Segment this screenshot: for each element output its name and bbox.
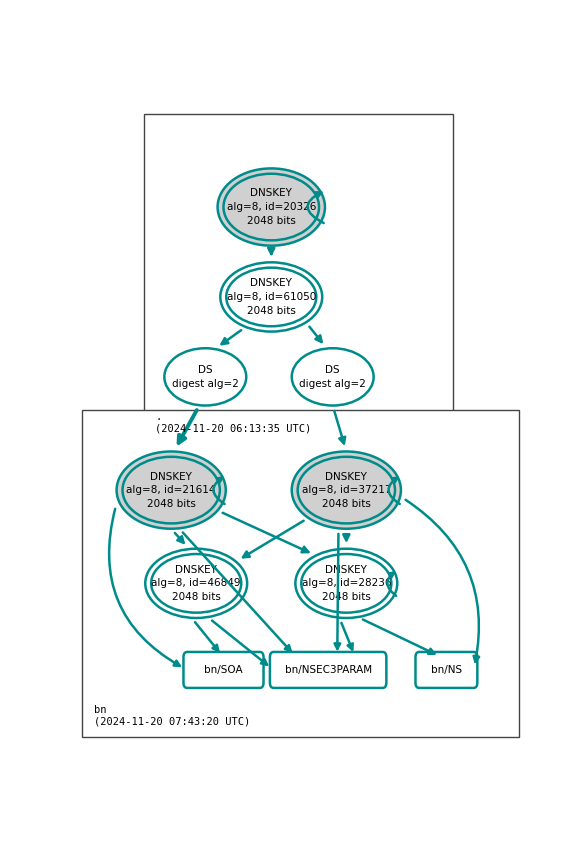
Ellipse shape [117, 452, 226, 529]
Ellipse shape [292, 452, 401, 529]
Text: DNSKEY
alg=8, id=61050
2048 bits: DNSKEY alg=8, id=61050 2048 bits [227, 279, 316, 316]
Text: bn/SOA: bn/SOA [204, 665, 243, 675]
Ellipse shape [164, 349, 247, 406]
FancyBboxPatch shape [144, 114, 453, 444]
Text: bn/NS: bn/NS [431, 665, 462, 675]
FancyBboxPatch shape [270, 652, 386, 688]
FancyBboxPatch shape [416, 652, 477, 688]
FancyBboxPatch shape [82, 410, 519, 737]
Text: DNSKEY
alg=8, id=46849
2048 bits: DNSKEY alg=8, id=46849 2048 bits [151, 565, 241, 602]
Text: DNSKEY
alg=8, id=28236
2048 bits: DNSKEY alg=8, id=28236 2048 bits [302, 565, 391, 602]
Text: DS
digest alg=2: DS digest alg=2 [172, 365, 239, 388]
Ellipse shape [218, 169, 325, 246]
Ellipse shape [145, 548, 247, 618]
Text: bn/NSEC3PARAM: bn/NSEC3PARAM [285, 665, 372, 675]
Text: DNSKEY
alg=8, id=37217
2048 bits: DNSKEY alg=8, id=37217 2048 bits [302, 471, 391, 509]
Text: DNSKEY
alg=8, id=21614
2048 bits: DNSKEY alg=8, id=21614 2048 bits [126, 471, 216, 509]
Ellipse shape [292, 349, 373, 406]
Text: .
(2024-11-20 06:13:35 UTC): . (2024-11-20 06:13:35 UTC) [155, 412, 312, 433]
Ellipse shape [220, 262, 322, 331]
Text: DS
digest alg=2: DS digest alg=2 [299, 365, 366, 388]
Text: bn
(2024-11-20 07:43:20 UTC): bn (2024-11-20 07:43:20 UTC) [94, 705, 250, 727]
FancyBboxPatch shape [184, 652, 264, 688]
Text: DNSKEY
alg=8, id=20326
2048 bits: DNSKEY alg=8, id=20326 2048 bits [227, 189, 316, 226]
Ellipse shape [295, 548, 397, 618]
